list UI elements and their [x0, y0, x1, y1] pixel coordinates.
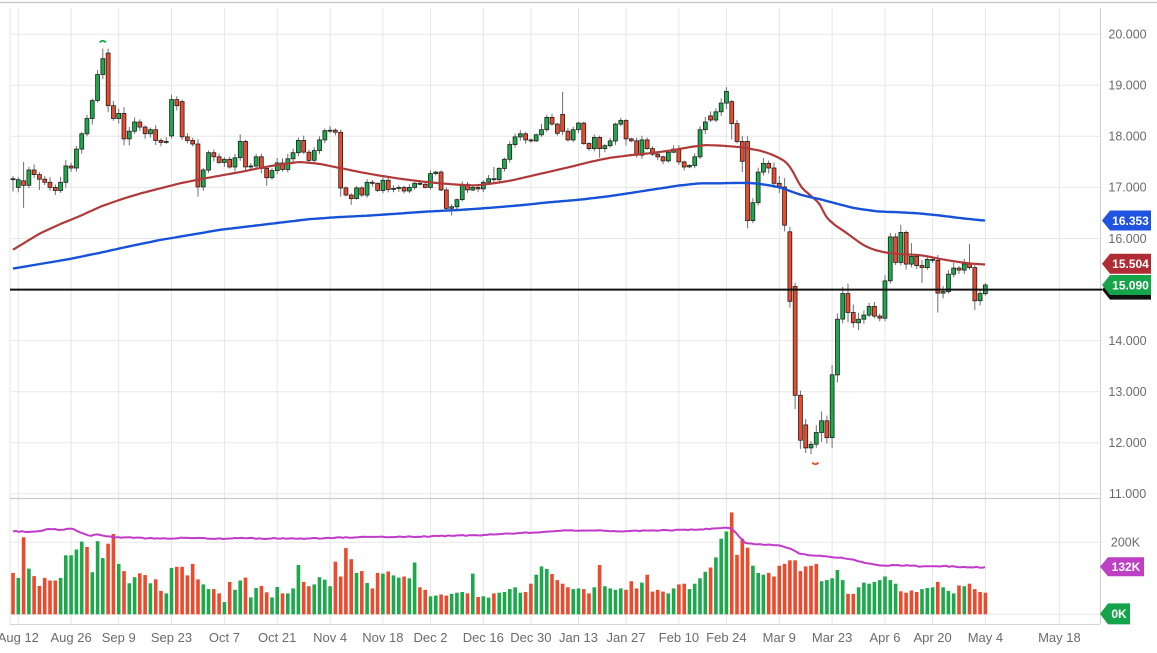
- svg-text:132K: 132K: [1112, 560, 1141, 574]
- svg-text:Nov 4: Nov 4: [313, 630, 347, 645]
- svg-text:Sep 9: Sep 9: [102, 630, 136, 645]
- svg-text:12.000: 12.000: [1108, 436, 1146, 450]
- svg-text:15.504: 15.504: [1112, 257, 1149, 271]
- svg-text:16.353: 16.353: [1112, 214, 1149, 228]
- svg-text:Aug 26: Aug 26: [50, 630, 91, 645]
- svg-text:May 4: May 4: [968, 630, 1003, 645]
- svg-text:Apr 6: Apr 6: [869, 630, 900, 645]
- svg-text:0K: 0K: [1111, 607, 1127, 621]
- svg-text:15.090: 15.090: [1112, 278, 1149, 292]
- svg-text:200K: 200K: [1111, 536, 1141, 550]
- svg-text:Nov 18: Nov 18: [362, 630, 403, 645]
- svg-text:Mar 23: Mar 23: [812, 630, 852, 645]
- svg-text:Apr 20: Apr 20: [913, 630, 951, 645]
- svg-text:Aug 12: Aug 12: [0, 630, 39, 645]
- svg-text:13.000: 13.000: [1108, 385, 1146, 399]
- svg-text:11.000: 11.000: [1109, 487, 1146, 501]
- svg-text:18.000: 18.000: [1108, 130, 1146, 144]
- svg-text:Jan 13: Jan 13: [559, 630, 598, 645]
- svg-text:May 18: May 18: [1038, 630, 1081, 645]
- svg-text:Oct 21: Oct 21: [258, 630, 296, 645]
- svg-text:Feb 24: Feb 24: [706, 630, 746, 645]
- svg-text:Dec 2: Dec 2: [414, 630, 448, 645]
- svg-text:Feb 10: Feb 10: [659, 630, 699, 645]
- svg-text:19.000: 19.000: [1108, 79, 1146, 93]
- svg-text:Oct 7: Oct 7: [209, 630, 240, 645]
- svg-text:Mar 9: Mar 9: [763, 630, 796, 645]
- svg-text:17.000: 17.000: [1108, 181, 1146, 195]
- svg-text:20.000: 20.000: [1108, 28, 1146, 42]
- svg-text:16.000: 16.000: [1108, 232, 1146, 246]
- svg-text:Jan 27: Jan 27: [606, 630, 645, 645]
- svg-text:14.000: 14.000: [1108, 334, 1146, 348]
- svg-text:Dec 30: Dec 30: [510, 630, 551, 645]
- svg-text:Sep 23: Sep 23: [151, 630, 192, 645]
- svg-text:Dec 16: Dec 16: [463, 630, 504, 645]
